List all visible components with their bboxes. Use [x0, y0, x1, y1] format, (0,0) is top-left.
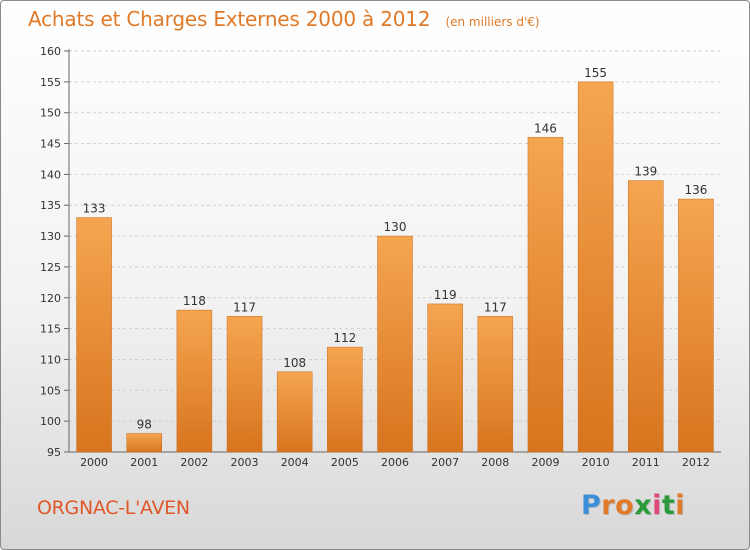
bar-2008[interactable] [477, 316, 514, 453]
bar-value-label: 119 [434, 288, 457, 302]
logo-letter: t [661, 490, 676, 521]
bar-2009[interactable] [527, 137, 564, 453]
bar-2002[interactable] [176, 309, 213, 453]
bar-value-label: 139 [634, 165, 657, 179]
y-tick-label: 110 [40, 353, 61, 366]
commune-name: ORGNAC-L'AVEN [37, 497, 190, 519]
logo-letter: r [601, 490, 616, 521]
title-row: Achats et Charges Externes 2000 à 2012 (… [28, 7, 540, 31]
bar-value-label: 155 [584, 66, 607, 80]
logo-letter: i [675, 490, 686, 521]
y-tick-label: 155 [40, 76, 61, 89]
chart-unit: (en milliers d'€) [445, 15, 540, 29]
y-tick-label: 105 [40, 384, 61, 397]
x-tick-label: 2011 [632, 456, 660, 469]
y-tick-label: 145 [40, 138, 61, 151]
x-tick-label: 2000 [80, 456, 108, 469]
x-tick-labels: 2000 2001 2002 2003 2004 2005 2006 2007 2008 2009… [80, 456, 710, 469]
y-tick-label: 120 [40, 292, 61, 305]
y-tick-label: 95 [47, 446, 61, 459]
y-tick-label: 150 [40, 107, 61, 120]
x-tick-label: 2006 [381, 456, 409, 469]
y-tick-labels: 95 100 105 110 115 120 125 130 135 140 145 150 155 16… [40, 45, 61, 459]
x-tick-label: 2007 [431, 456, 459, 469]
x-tick-label: 2012 [682, 456, 710, 469]
x-tick-label: 2001 [130, 456, 158, 469]
logo-letter: x [634, 490, 653, 521]
bar-2003[interactable] [226, 316, 263, 453]
bar-value-labels: 133 98 118 117 108 112 130 119 117 146 155 139 136 [83, 66, 708, 432]
x-tick-label: 2009 [531, 456, 559, 469]
logo-letter: P [581, 490, 602, 521]
chart-title: Achats et Charges Externes 2000 à 2012 [28, 7, 431, 31]
x-tick-label: 2005 [331, 456, 359, 469]
y-tick-label: 130 [40, 230, 61, 243]
y-tick-label: 135 [40, 199, 61, 212]
x-tick-label: 2003 [231, 456, 259, 469]
bar-value-label: 133 [83, 202, 106, 216]
bar-2006[interactable] [377, 235, 413, 453]
logo-letter: i [652, 490, 662, 521]
bar-value-label: 112 [333, 331, 356, 345]
y-tick-label: 115 [40, 323, 61, 336]
bar-value-label: 118 [183, 294, 206, 308]
bar-2007[interactable] [427, 303, 463, 453]
bar-value-label: 98 [137, 417, 152, 431]
bar-2000[interactable] [76, 217, 112, 453]
bar-2005[interactable] [327, 346, 363, 453]
bar-2001[interactable] [126, 433, 162, 453]
x-tick-label: 2004 [281, 456, 309, 469]
bar-2010[interactable] [577, 81, 614, 453]
bar-value-label: 146 [534, 121, 557, 135]
bar-value-label: 108 [283, 356, 306, 370]
bars [76, 81, 714, 453]
bar-value-label: 117 [484, 300, 507, 314]
y-tick-label: 140 [40, 168, 61, 181]
y-tick-label: 125 [40, 261, 61, 274]
bar-2012[interactable] [678, 198, 714, 453]
bar-value-label: 136 [684, 183, 707, 197]
proxiti-logo[interactable]: Proxiti [581, 490, 685, 521]
x-tick-label: 2002 [180, 456, 208, 469]
bar-2011[interactable] [628, 180, 664, 453]
y-tick-label: 100 [40, 415, 61, 428]
y-tick-label: 160 [40, 45, 61, 58]
x-tick-label: 2008 [481, 456, 509, 469]
bar-value-label: 117 [233, 300, 256, 314]
x-tick-label: 2010 [582, 456, 610, 469]
logo-letter: o [615, 490, 635, 521]
bar-value-label: 130 [384, 220, 407, 234]
bar-2004[interactable] [276, 371, 313, 453]
